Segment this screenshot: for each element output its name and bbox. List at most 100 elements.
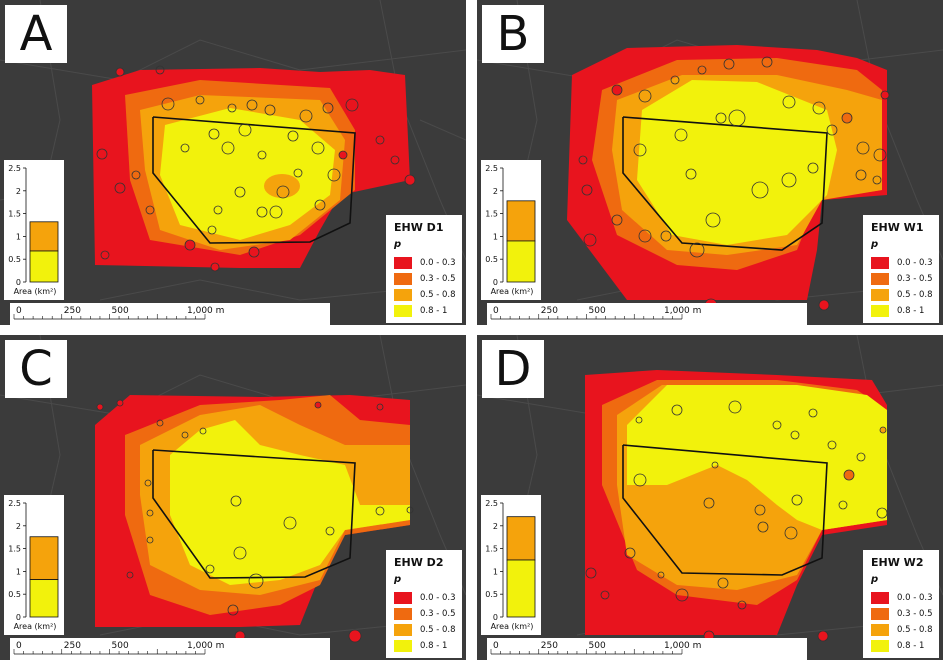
bar-axis-label: Area (km²) [14,622,57,631]
sample-points-a [96,65,416,272]
bar-tick-label: 2 [493,522,498,531]
legend-header: p [871,239,879,250]
legend-row: 0.5 - 0.8 [871,624,937,638]
panel-letter-box: C [5,340,67,398]
scale-bar-svg: 0 250 500 1,000 m [13,641,224,655]
boundary-a [152,116,356,244]
bar-orange-segment [506,200,536,242]
bar-yellow-segment [29,579,59,618]
bar-tick-label: 1.5 [8,545,21,554]
bar-tick-label: 2.5 [8,499,21,508]
bar-tick-label: 0.5 [485,590,498,599]
bar-yellow-segment [29,250,59,283]
scale-label: 250 [541,641,558,651]
map-b [477,0,943,312]
legend-row: 0.3 - 0.5 [871,273,937,287]
bar-axis-label: Area (km²) [14,287,57,296]
zone-yellow-c [170,420,410,585]
scale-label: 1,000 m [187,641,224,651]
legend-row: 0.0 - 0.3 [871,257,937,271]
scale-label: 500 [589,306,606,316]
legend: EHW D1 p 0.0 - 0.3 0.3 - 0.5 0.5 - 0.8 0… [386,215,462,323]
bar-orange-segment [29,536,59,581]
legend-title: EHW W2 [871,556,924,569]
legend-row: 0.3 - 0.5 [394,273,460,287]
panel-a: A 2.5 2 1.5 1 0.5 0 Area (km²) EHW D1 p 0.0 - … [0,0,466,325]
scale-label: 1,000 m [664,306,701,316]
bar-tick-label: 1 [16,232,21,241]
legend-row: 0.8 - 1 [394,305,460,319]
scale-label: 1,000 m [187,306,224,316]
panel-c: C 2.5 2 1.5 1 0.5 0 Area (km²) EHW D2 p 0.0 - … [0,335,466,660]
legend-header: p [871,574,879,585]
bar-tick-label: 0 [16,613,21,622]
bar-tick-label: 0 [493,278,498,287]
scale-label: 0 [493,306,499,316]
legend-row: 0.8 - 1 [871,640,937,654]
boundary-b [622,116,828,251]
scale-label: 500 [112,306,129,316]
panel-letter: B [496,6,530,62]
bar-tick-label: 1 [493,232,498,241]
legend-row: 0.0 - 0.3 [394,257,460,271]
legend-row: 0.0 - 0.3 [871,592,937,606]
legend-row: 0.8 - 1 [394,640,460,654]
bar-tick-label: 1.5 [485,210,498,219]
scale-label: 500 [589,641,606,651]
scale-label: 0 [16,641,22,651]
bar-tick-label: 1 [16,567,21,576]
bar-tick-label: 1.5 [8,210,21,219]
legend: EHW W2 p 0.0 - 0.3 0.3 - 0.5 0.5 - 0.8 0… [863,550,939,658]
bar-orange-segment [506,516,536,561]
panel-letter-box: D [482,340,544,398]
panel-d: D 2.5 2 1.5 1 0.5 0 Area (km²) EHW W2 p 0.0 - … [477,335,943,660]
bar-tick-label: 1.5 [485,545,498,554]
scale-bar: 0 250 500 1,000 m [10,638,330,660]
bar-tick-label: 0.5 [8,255,21,264]
bar-tick-label: 0 [493,613,498,622]
scale-label: 0 [493,641,499,651]
bar-tick-label: 0.5 [485,255,498,264]
boundary-d [622,444,828,576]
scale-bar-svg: 0 250 500 1,000 m [13,306,224,320]
map-d [477,335,943,642]
map-c [0,335,466,643]
scale-bar-svg: 0 250 500 1,000 m [490,641,701,655]
panel-b: B 2.5 2 1.5 1 0.5 0 Area (km²) EHW W1 p 0.0 - … [477,0,943,325]
scale-label: 1,000 m [664,641,701,651]
bar-axis-label: Area (km²) [491,287,534,296]
legend-header: p [394,239,402,250]
panel-letter-box: A [5,5,67,63]
scale-label: 250 [64,306,81,316]
bar-orange-segment [29,221,59,252]
boundary-c [152,449,356,579]
legend-row: 0.5 - 0.8 [394,289,460,303]
bar-tick-label: 2.5 [8,164,21,173]
bar-yellow-segment [506,240,536,283]
scale-label: 250 [64,641,81,651]
legend: EHW D2 p 0.0 - 0.3 0.3 - 0.5 0.5 - 0.8 0… [386,550,462,658]
legend-row: 0.5 - 0.8 [394,624,460,638]
bar-tick-label: 2 [16,187,21,196]
bar-axis-label: Area (km²) [491,622,534,631]
bar-tick-label: 0 [16,278,21,287]
legend-row: 0.3 - 0.5 [871,608,937,622]
panel-letter: D [494,341,532,397]
legend: EHW W1 p 0.0 - 0.3 0.3 - 0.5 0.5 - 0.8 0… [863,215,939,323]
bar-tick-label: 2.5 [485,164,498,173]
area-bar-chart: 2.5 2 1.5 1 0.5 0 Area (km²) [481,495,541,635]
map-a [0,0,466,301]
area-bar-chart: 2.5 2 1.5 1 0.5 0 Area (km²) [4,160,64,300]
scale-label: 250 [541,306,558,316]
scale-bar: 0 250 500 1,000 m [10,303,330,325]
scale-label: 500 [112,641,129,651]
legend-row: 0.3 - 0.5 [394,608,460,622]
scale-label: 0 [16,306,22,316]
legend-row: 0.5 - 0.8 [871,289,937,303]
sample-points-d [585,400,888,642]
bar-tick-label: 2 [16,522,21,531]
